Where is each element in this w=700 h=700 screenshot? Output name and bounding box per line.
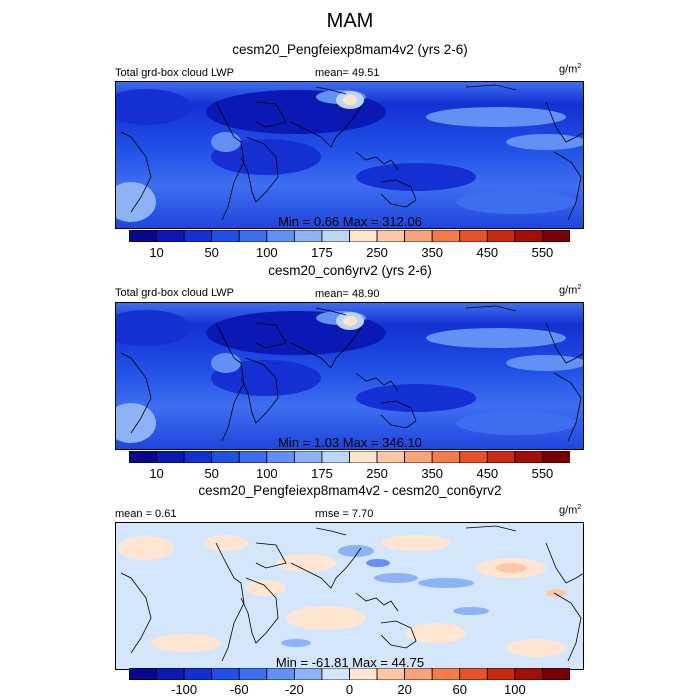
panel-1-min-max: Min = 0.66 Max = 312.06 (278, 214, 422, 229)
colorbar-tick-label: -60 (229, 682, 249, 697)
colorbar-segment (486, 451, 516, 463)
colorbar-segment (514, 668, 543, 680)
colorbar-segment (293, 451, 323, 463)
colorbar-tick-label: 10 (149, 245, 164, 260)
colorbar-segment (238, 668, 268, 680)
colorbar-tick-label: 550 (531, 245, 554, 260)
panel-3-title: cesm20_Pengfeiexp8mam4v2 - cesm20_con6yr… (198, 483, 502, 498)
panel-2-title: cesm20_con6yrv2 (yrs 2-6) (268, 263, 432, 278)
colorbar-tick-label: 100 (255, 245, 278, 260)
colorbar-tick-label: 450 (476, 245, 499, 260)
panel-2-min-max: Min = 1.03 Max = 346.10 (278, 435, 422, 450)
colorbar-tick-label: 0 (345, 682, 354, 697)
coastlines (120, 525, 583, 662)
colorbar-tick-label: 175 (311, 466, 333, 481)
colorbar-tick-label: 10 (149, 466, 164, 481)
panel-3-mean-label: mean = 0.61 (115, 508, 177, 520)
colorbar-segment (349, 230, 378, 242)
colorbar-tick-label: 20 (397, 682, 412, 697)
colorbar-tick-label: 60 (452, 682, 467, 697)
colorbar-segment (211, 230, 240, 242)
colorbar-segment (321, 668, 350, 680)
colorbar-segment (404, 451, 433, 463)
colorbar-segment (156, 451, 185, 463)
colorbar-tick-label: 350 (421, 466, 444, 481)
colorbar-segment (431, 230, 461, 242)
figure-title: MAM (326, 10, 374, 32)
colorbar-segment (238, 230, 268, 242)
colorbar-segment (486, 230, 516, 242)
colorbar-segment (431, 668, 461, 680)
colorbar-segment (183, 668, 213, 680)
colorbar-segment (431, 451, 461, 463)
colorbar-tick-label: 250 (366, 466, 388, 481)
colorbar-2 (129, 451, 570, 463)
colorbar-segment (376, 668, 406, 680)
colorbar-segment (156, 230, 185, 242)
colorbar-tick-label: 50 (204, 245, 219, 260)
colorbar-segment (238, 451, 268, 463)
coastlines (120, 84, 583, 221)
colorbar-segment (321, 230, 350, 242)
colorbar-tick-label: 175 (311, 245, 333, 260)
colorbar-segment (266, 668, 295, 680)
colorbar-segment (542, 451, 570, 463)
colorbar-segment (183, 230, 213, 242)
colorbar-segment (486, 668, 516, 680)
panel-2-map (115, 302, 584, 450)
colorbar-segment (514, 451, 543, 463)
colorbar-segment (129, 668, 157, 680)
colorbar-segment (404, 230, 433, 242)
colorbar-segment (514, 230, 543, 242)
colorbar-tick-label: -20 (284, 682, 304, 697)
colorbar-segment (376, 230, 406, 242)
colorbar-segment (404, 668, 433, 680)
colorbar-tick-label: 450 (476, 466, 499, 481)
colorbar-segment (211, 668, 240, 680)
colorbar-tick-label: -100 (171, 682, 198, 697)
colorbar-segment (129, 451, 157, 463)
colorbar-3 (129, 668, 570, 680)
colorbar-segment (459, 451, 488, 463)
colorbar-segment (349, 451, 378, 463)
colorbar-segment (183, 451, 213, 463)
panel-1-units: g/m2 (559, 63, 582, 76)
colorbar-segment (459, 230, 488, 242)
colorbar-segment (156, 668, 185, 680)
colorbar-1 (129, 230, 570, 242)
panel-1-mean-label: mean= 49.51 (315, 67, 380, 79)
colorbar-segment (542, 668, 570, 680)
colorbar-tick-label: 550 (531, 466, 554, 481)
colorbar-segment (293, 230, 323, 242)
panel-3-units: g/m2 (559, 504, 582, 517)
panel-2-mean-label: mean= 48.90 (315, 288, 380, 300)
colorbar-segment (376, 451, 406, 463)
panel-1-map (115, 81, 584, 229)
colorbar-tick-label: 100 (504, 682, 526, 697)
colorbar-segment (211, 451, 240, 463)
coastlines (120, 305, 583, 442)
colorbar-tick-label: 100 (255, 466, 278, 481)
panel-3-min-max: Min = -61.81 Max = 44.75 (275, 655, 425, 670)
colorbar-tick-label: 250 (366, 245, 388, 260)
colorbar-segment (349, 668, 378, 680)
panel-1-variable-label: Total grd-box cloud LWP (115, 67, 235, 79)
colorbar-segment (321, 451, 350, 463)
panel-2-variable-label: Total grd-box cloud LWP (115, 287, 235, 299)
colorbar-segment (266, 230, 295, 242)
difference-field (118, 535, 566, 657)
panel-1-title: cesm20_Pengfeiexp8mam4v2 (yrs 2-6) (232, 42, 468, 57)
colorbar-segment (459, 668, 488, 680)
colorbar-segment (266, 451, 295, 463)
colorbar-tick-label: 50 (204, 466, 219, 481)
colorbar-segment (293, 668, 323, 680)
panel-3-map (115, 522, 584, 670)
panel-2-units: g/m2 (559, 284, 582, 297)
colorbar-segment (129, 230, 157, 242)
colorbar-tick-label: 350 (421, 245, 444, 260)
panel-3-rmse-label: rmse = 7.70 (315, 508, 374, 520)
colorbar-segment (542, 230, 570, 242)
